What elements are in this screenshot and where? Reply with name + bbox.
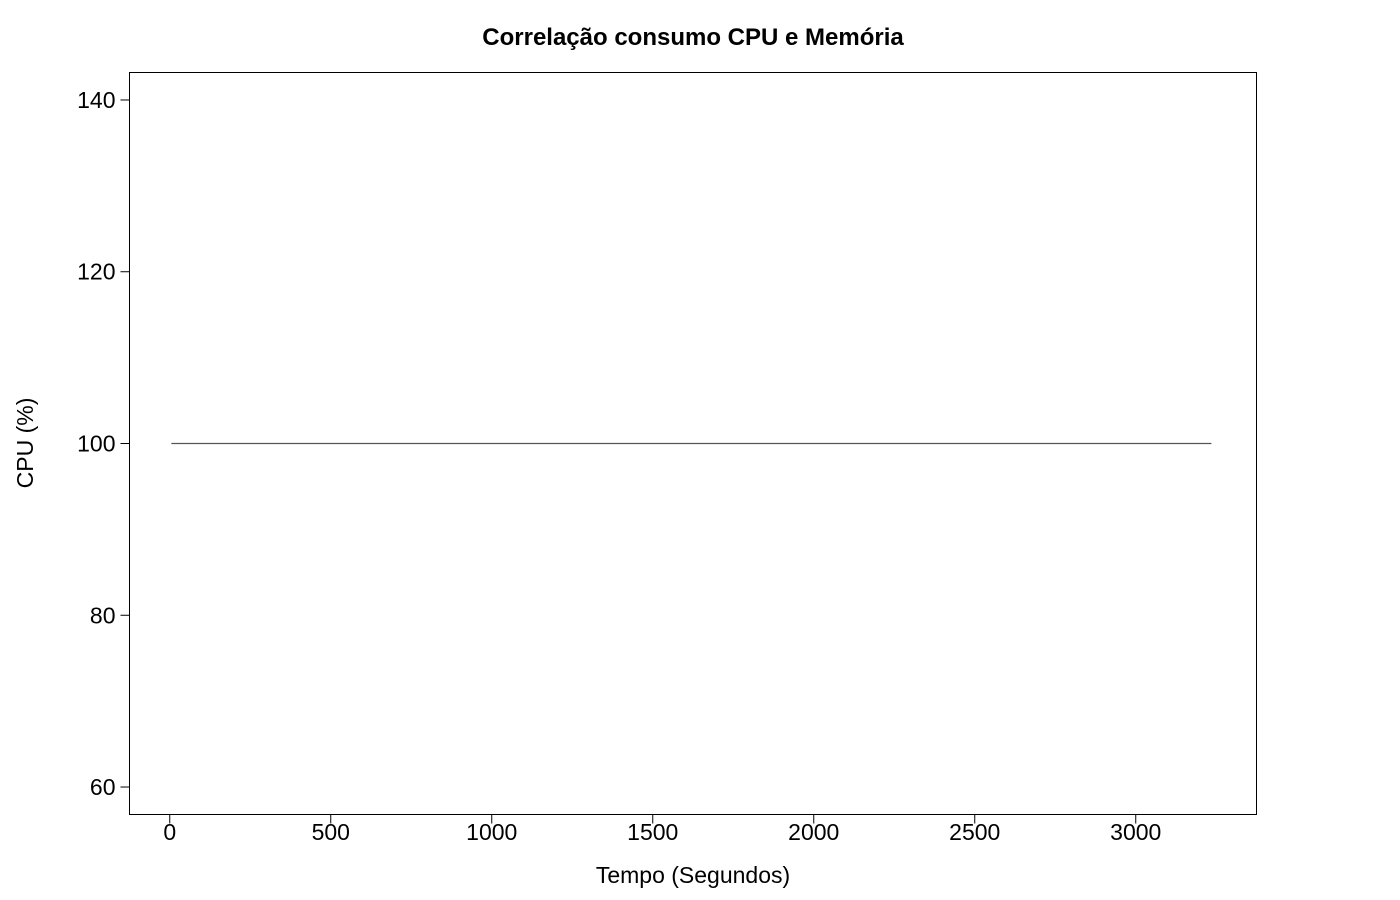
x-tick-label: 500 xyxy=(312,819,350,845)
chart-title: Correlação consumo CPU e Memória xyxy=(482,24,904,51)
y-tick-label: 60 xyxy=(90,774,116,800)
x-tick-label: 2500 xyxy=(949,819,1000,845)
x-axis: 0 500 1000 1500 2000 2500 3000 xyxy=(163,814,1161,845)
x-tick-label: 0 xyxy=(163,819,176,845)
x-tick-label: 2000 xyxy=(788,819,839,845)
y-tick-label: 120 xyxy=(77,259,115,285)
x-axis-label: Tempo (Segundos) xyxy=(596,862,790,888)
y-axis: 60 80 100 120 140 xyxy=(77,87,130,800)
y-tick-label: 140 xyxy=(77,87,115,113)
y-tick-label: 80 xyxy=(90,602,116,628)
x-tick-label: 1000 xyxy=(466,819,517,845)
y-tick-label: 100 xyxy=(77,431,115,457)
y-axis-label: CPU (%) xyxy=(12,398,38,489)
x-tick-label: 3000 xyxy=(1110,819,1161,845)
x-tick-label: 1500 xyxy=(627,819,678,845)
